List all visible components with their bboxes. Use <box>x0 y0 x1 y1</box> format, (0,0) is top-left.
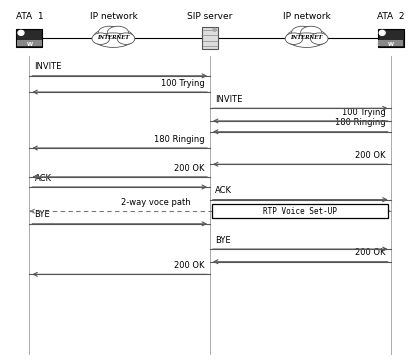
Ellipse shape <box>96 33 131 47</box>
Text: ATA  2: ATA 2 <box>377 12 404 21</box>
Text: BYE: BYE <box>215 236 231 245</box>
Text: INTERNET: INTERNET <box>97 35 129 40</box>
Ellipse shape <box>293 27 320 45</box>
Text: INVITE: INVITE <box>215 95 242 104</box>
Text: 100 Trying: 100 Trying <box>342 108 386 117</box>
Ellipse shape <box>113 30 134 45</box>
Ellipse shape <box>291 26 312 39</box>
Circle shape <box>213 28 216 31</box>
Text: ACK: ACK <box>34 174 51 183</box>
Text: IP network: IP network <box>283 12 331 21</box>
Ellipse shape <box>98 26 119 39</box>
Text: BYE: BYE <box>34 210 50 219</box>
Text: 180 Ringing: 180 Ringing <box>335 118 386 127</box>
Text: SIP server: SIP server <box>187 12 233 21</box>
Ellipse shape <box>286 30 307 45</box>
FancyBboxPatch shape <box>378 29 404 47</box>
FancyBboxPatch shape <box>202 27 218 49</box>
Ellipse shape <box>285 33 303 44</box>
Ellipse shape <box>306 30 327 45</box>
Text: ATA  1: ATA 1 <box>16 12 43 21</box>
Text: 180 Ringing: 180 Ringing <box>154 135 205 144</box>
FancyBboxPatch shape <box>16 29 42 47</box>
Ellipse shape <box>117 33 135 44</box>
Ellipse shape <box>93 30 114 45</box>
Text: 100 Trying: 100 Trying <box>161 79 205 88</box>
Ellipse shape <box>100 27 127 45</box>
Text: W: W <box>26 42 32 47</box>
Circle shape <box>379 30 385 35</box>
FancyBboxPatch shape <box>17 40 42 46</box>
Text: 200 OK: 200 OK <box>174 261 205 270</box>
Text: 200 OK: 200 OK <box>355 151 386 160</box>
Text: ACK: ACK <box>215 186 232 195</box>
Text: 200 OK: 200 OK <box>355 248 386 257</box>
Ellipse shape <box>108 26 129 39</box>
FancyBboxPatch shape <box>212 204 388 218</box>
Circle shape <box>18 30 24 35</box>
Text: RTP Voice Set-UP: RTP Voice Set-UP <box>263 207 337 216</box>
Text: INVITE: INVITE <box>34 62 62 71</box>
Text: W: W <box>388 42 394 47</box>
Text: 2-way voce path: 2-way voce path <box>121 198 190 207</box>
Ellipse shape <box>301 26 322 39</box>
Ellipse shape <box>92 33 110 44</box>
Ellipse shape <box>310 33 328 44</box>
Text: 200 OK: 200 OK <box>174 164 205 173</box>
Text: INTERNET: INTERNET <box>291 35 323 40</box>
Ellipse shape <box>289 33 324 47</box>
FancyBboxPatch shape <box>378 40 403 46</box>
Text: IP network: IP network <box>89 12 137 21</box>
